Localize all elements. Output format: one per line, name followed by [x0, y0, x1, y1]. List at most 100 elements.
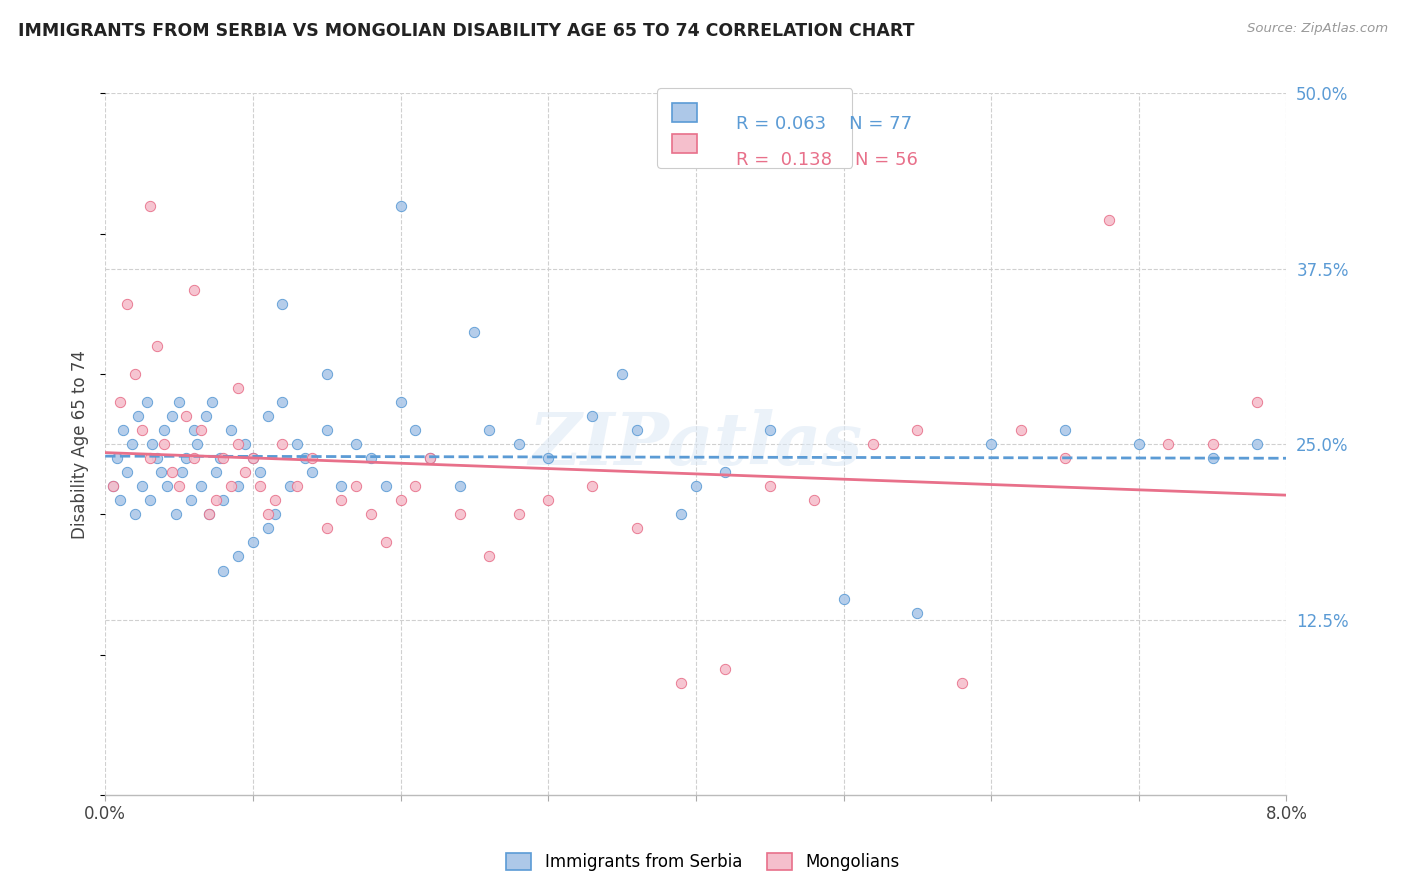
- Point: [389, 493, 412, 508]
- Point: [389, 199, 412, 213]
- Point: [419, 451, 441, 466]
- Point: [156, 479, 179, 493]
- Point: [138, 451, 160, 466]
- Point: [117, 465, 139, 479]
- Point: [271, 395, 294, 409]
- Point: [138, 493, 160, 508]
- Point: [581, 479, 603, 493]
- Point: [160, 465, 183, 479]
- Point: [180, 493, 202, 508]
- Point: [153, 423, 176, 437]
- Point: [905, 606, 928, 620]
- Point: [256, 521, 278, 535]
- Point: [190, 479, 212, 493]
- Point: [264, 493, 287, 508]
- Point: [146, 451, 169, 466]
- Point: [167, 479, 190, 493]
- Text: ZIPatlas: ZIPatlas: [529, 409, 863, 480]
- Point: [226, 549, 249, 564]
- Point: [278, 479, 301, 493]
- Point: [294, 451, 316, 466]
- Point: [242, 535, 264, 549]
- Point: [226, 437, 249, 451]
- Point: [183, 423, 205, 437]
- Point: [626, 521, 648, 535]
- Point: [197, 508, 219, 522]
- Text: IMMIGRANTS FROM SERBIA VS MONGOLIAN DISABILITY AGE 65 TO 74 CORRELATION CHART: IMMIGRANTS FROM SERBIA VS MONGOLIAN DISA…: [18, 22, 915, 40]
- Point: [1053, 451, 1076, 466]
- Point: [212, 564, 235, 578]
- Point: [105, 451, 128, 466]
- Point: [1128, 437, 1150, 451]
- Point: [167, 395, 190, 409]
- Point: [153, 437, 176, 451]
- Point: [150, 465, 173, 479]
- Y-axis label: Disability Age 65 to 74: Disability Age 65 to 74: [72, 350, 89, 539]
- Point: [301, 465, 323, 479]
- Point: [194, 409, 217, 424]
- Point: [714, 662, 737, 676]
- Point: [186, 437, 208, 451]
- Text: R =  0.138    N = 56: R = 0.138 N = 56: [735, 152, 918, 169]
- Point: [478, 423, 501, 437]
- Point: [669, 508, 692, 522]
- Point: [419, 451, 441, 466]
- Point: [758, 479, 780, 493]
- Point: [404, 479, 426, 493]
- Point: [101, 479, 124, 493]
- Point: [124, 367, 146, 381]
- Point: [160, 409, 183, 424]
- Point: [685, 479, 707, 493]
- Point: [1157, 437, 1180, 451]
- Point: [537, 451, 560, 466]
- Point: [242, 451, 264, 466]
- Point: [669, 675, 692, 690]
- Point: [285, 479, 308, 493]
- Point: [264, 508, 287, 522]
- Point: [315, 521, 337, 535]
- Point: [389, 395, 412, 409]
- Point: [124, 508, 146, 522]
- Point: [117, 297, 139, 311]
- Point: [1246, 437, 1268, 451]
- Point: [315, 423, 337, 437]
- Point: [183, 283, 205, 297]
- Point: [344, 437, 367, 451]
- Point: [758, 423, 780, 437]
- Point: [463, 325, 485, 339]
- Point: [165, 508, 187, 522]
- Point: [183, 451, 205, 466]
- Point: [205, 465, 228, 479]
- Point: [1201, 437, 1223, 451]
- Point: [449, 479, 471, 493]
- Point: [1201, 451, 1223, 466]
- Point: [1010, 423, 1032, 437]
- Point: [803, 493, 825, 508]
- Point: [1246, 395, 1268, 409]
- Point: [111, 423, 134, 437]
- Text: R = 0.063    N = 77: R = 0.063 N = 77: [735, 115, 912, 133]
- Point: [256, 409, 278, 424]
- Point: [508, 508, 530, 522]
- Point: [449, 508, 471, 522]
- Point: [226, 381, 249, 395]
- Point: [226, 479, 249, 493]
- Point: [1053, 423, 1076, 437]
- Point: [537, 493, 560, 508]
- Point: [714, 465, 737, 479]
- Point: [141, 437, 163, 451]
- Point: [219, 423, 242, 437]
- Point: [235, 465, 257, 479]
- Point: [131, 423, 153, 437]
- Point: [205, 493, 228, 508]
- Point: [146, 339, 169, 353]
- Point: [200, 395, 222, 409]
- Point: [581, 409, 603, 424]
- Point: [360, 508, 382, 522]
- Point: [344, 479, 367, 493]
- Point: [249, 465, 271, 479]
- Point: [176, 451, 198, 466]
- Point: [271, 297, 294, 311]
- Point: [101, 479, 124, 493]
- Legend:                       ,                       : ,: [658, 88, 852, 168]
